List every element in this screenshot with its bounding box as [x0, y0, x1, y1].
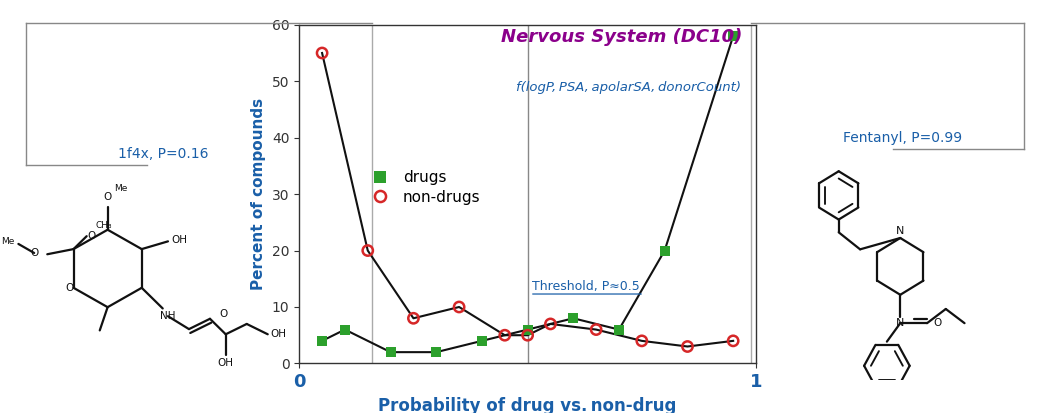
Point: [542, 320, 559, 327]
Point: [428, 349, 445, 356]
Text: Me: Me: [1, 237, 15, 246]
Point: [405, 315, 422, 322]
Text: N: N: [896, 318, 904, 328]
Text: N: N: [896, 226, 904, 236]
Point: [314, 337, 331, 344]
Point: [359, 247, 376, 254]
Text: O: O: [219, 309, 227, 318]
Point: [633, 337, 650, 344]
Point: [474, 337, 490, 344]
Point: [610, 326, 627, 333]
Text: OH: OH: [172, 235, 188, 245]
Text: O: O: [65, 283, 74, 293]
Point: [656, 247, 673, 254]
Text: 1f4x, P=0.16: 1f4x, P=0.16: [118, 147, 208, 161]
Point: [565, 315, 582, 322]
Point: [519, 332, 536, 339]
Point: [382, 349, 399, 356]
Text: Threshold, P≈0.5: Threshold, P≈0.5: [532, 280, 639, 293]
Text: Nervous System (DC10): Nervous System (DC10): [501, 28, 742, 45]
Text: O: O: [30, 248, 38, 258]
Text: O: O: [88, 231, 96, 241]
Text: O: O: [104, 192, 111, 202]
Text: O: O: [933, 318, 942, 328]
Point: [336, 326, 353, 333]
Point: [497, 332, 513, 339]
Text: Fentanyl, P=0.99: Fentanyl, P=0.99: [843, 131, 963, 145]
Y-axis label: Percent of compounds: Percent of compounds: [251, 98, 267, 290]
Point: [314, 50, 331, 56]
Point: [724, 33, 741, 39]
Text: OH: OH: [270, 329, 287, 339]
Text: OH: OH: [217, 358, 234, 368]
Text: NH: NH: [161, 311, 175, 321]
Text: Me: Me: [114, 184, 127, 193]
Text: CH₃: CH₃: [96, 221, 112, 230]
Point: [679, 343, 696, 350]
Text: f(logP, PSA, apolarSA, donorCount): f(logP, PSA, apolarSA, donorCount): [516, 81, 740, 94]
X-axis label: Probability of drug vs. non-drug: Probability of drug vs. non-drug: [378, 397, 677, 413]
Legend: drugs, non-drugs: drugs, non-drugs: [358, 164, 486, 211]
Point: [724, 337, 741, 344]
Point: [588, 326, 605, 333]
Point: [450, 304, 467, 310]
Point: [519, 326, 536, 333]
